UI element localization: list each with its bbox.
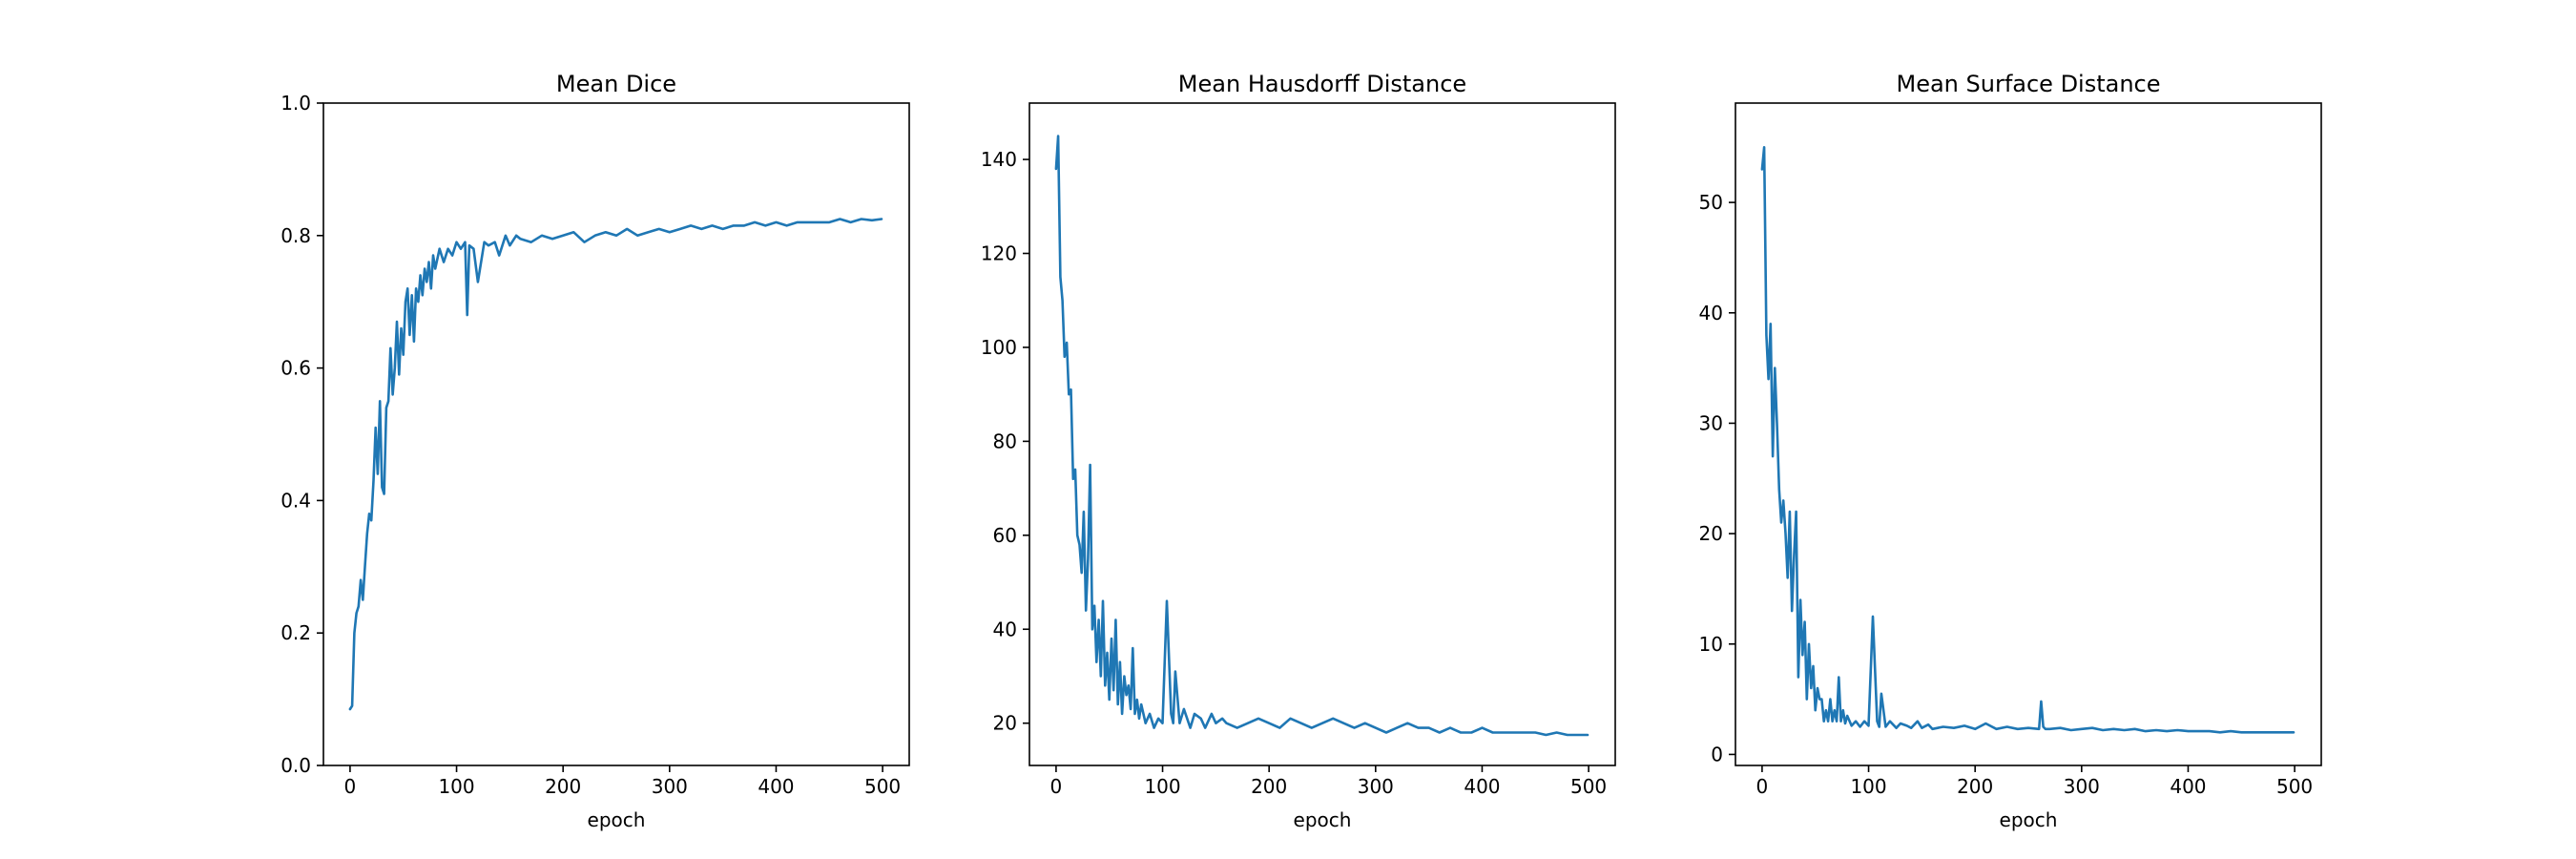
y-tick-label: 10 — [1699, 633, 1723, 656]
y-tick-label: 0.4 — [280, 489, 311, 512]
y-tick-label: 40 — [1699, 302, 1723, 325]
panel-mean-surface-distance: Mean Surface Distance epoch 0 100 200 300 40… — [1699, 71, 2322, 831]
chart-title: Mean Dice — [556, 71, 676, 97]
x-tick-label: 300 — [2064, 775, 2100, 798]
x-axis-label: epoch — [2000, 808, 2058, 831]
x-tick-label: 300 — [652, 775, 688, 798]
axis-ticks: 0 100 200 300 400 500 0 10 20 30 40 50 — [1699, 191, 2314, 798]
x-axis-label: epoch — [588, 808, 646, 831]
y-tick-label: 50 — [1699, 191, 1723, 214]
panel-mean-hausdorff-distance: Mean Hausdorff Distance epoch 0 100 200 300… — [981, 71, 1616, 831]
x-tick-label: 0 — [1050, 775, 1063, 798]
y-tick-label: 0 — [1711, 743, 1723, 765]
y-tick-label: 120 — [981, 242, 1017, 265]
y-tick-label: 40 — [993, 618, 1017, 640]
x-tick-label: 400 — [2170, 775, 2206, 798]
x-tick-label: 400 — [758, 775, 794, 798]
y-tick-label: 20 — [1699, 522, 1723, 545]
y-tick-label: 0.0 — [280, 754, 311, 777]
y-tick-label: 1.0 — [280, 92, 311, 115]
series-line — [348, 218, 883, 711]
x-tick-label: 100 — [1850, 775, 1886, 798]
y-tick-label: 60 — [993, 524, 1017, 547]
x-tick-label: 100 — [1144, 775, 1180, 798]
y-tick-label: 30 — [1699, 411, 1723, 434]
y-tick-label: 100 — [981, 336, 1017, 359]
x-axis-label: epoch — [1294, 808, 1352, 831]
y-tick-label: 140 — [981, 148, 1017, 171]
chart-title: Mean Surface Distance — [1896, 71, 2160, 97]
plot-area — [348, 218, 883, 711]
x-tick-label: 300 — [1358, 775, 1394, 798]
axis-ticks: 0 100 200 300 400 500 20 40 60 80 100 120 140 — [981, 148, 1607, 798]
series-line — [1054, 135, 1589, 737]
x-tick-label: 400 — [1464, 775, 1500, 798]
plot-area — [1054, 135, 1589, 737]
axes-frame — [1028, 102, 1616, 766]
x-tick-label: 0 — [1756, 775, 1769, 798]
axes-frame — [322, 102, 910, 766]
chart-title: Mean Hausdorff Distance — [1178, 71, 1466, 97]
x-tick-label: 200 — [1957, 775, 1993, 798]
x-tick-label: 500 — [2276, 775, 2313, 798]
axis-ticks: 0 100 200 300 400 500 0.0 0.2 0.4 0.6 0.8 1.0 — [280, 92, 901, 798]
y-tick-label: 0.6 — [280, 357, 311, 380]
series-line — [1760, 146, 2296, 734]
x-tick-label: 200 — [545, 775, 581, 798]
panel-mean-dice: Mean Dice epoch 0 100 200 300 400 500 0.0 0.2 0.… — [280, 71, 910, 831]
axes-frame — [1735, 102, 2322, 766]
x-tick-label: 100 — [438, 775, 474, 798]
y-tick-label: 0.2 — [280, 621, 311, 644]
x-tick-label: 500 — [864, 775, 901, 798]
y-tick-label: 0.8 — [280, 224, 311, 247]
plot-area — [1760, 146, 2296, 734]
x-tick-label: 500 — [1570, 775, 1607, 798]
y-tick-label: 20 — [993, 712, 1017, 735]
x-tick-label: 0 — [344, 775, 357, 798]
y-tick-label: 80 — [993, 430, 1017, 452]
x-tick-label: 200 — [1251, 775, 1287, 798]
